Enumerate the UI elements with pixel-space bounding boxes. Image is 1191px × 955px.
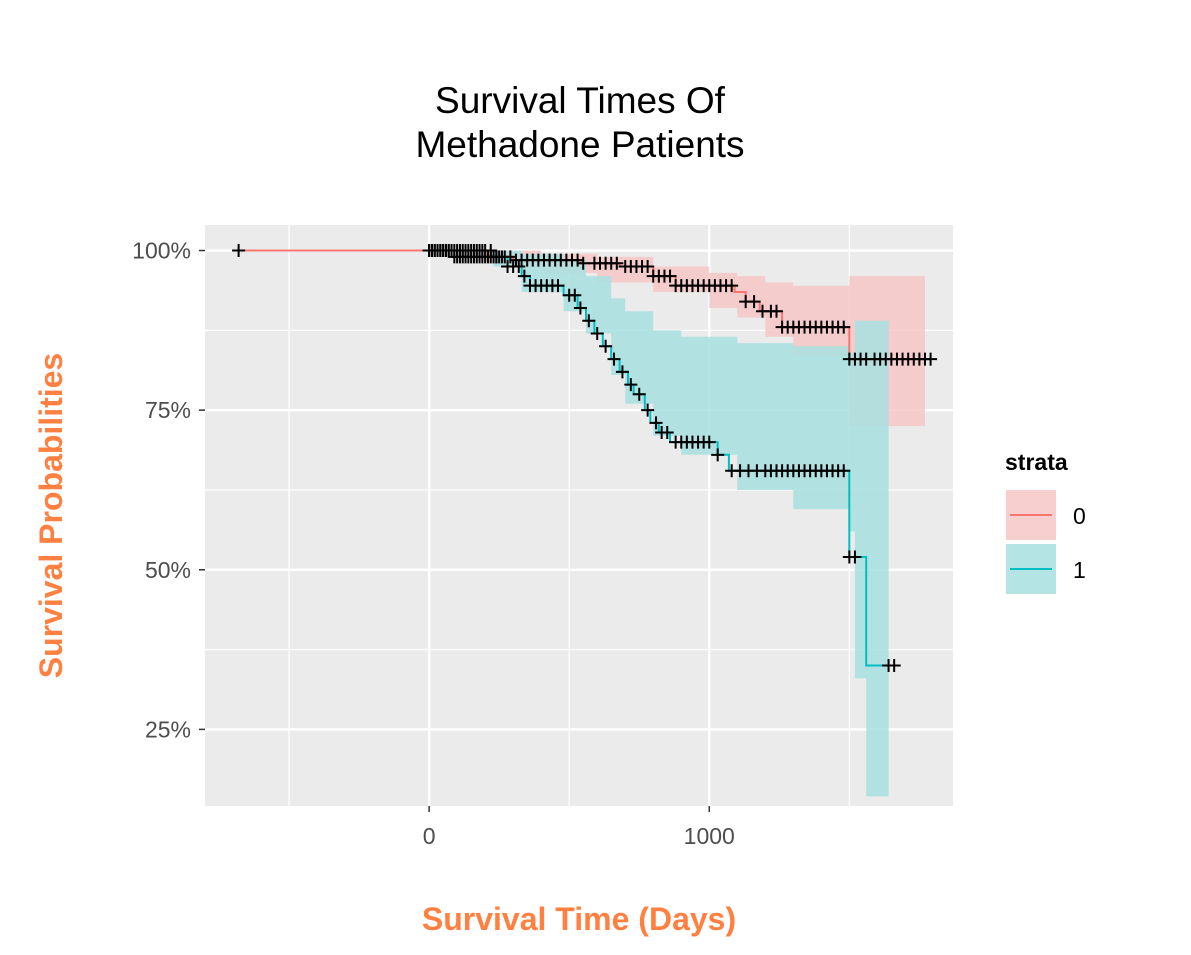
censor-mark <box>495 250 509 264</box>
censor-mark <box>517 269 531 283</box>
x-axis-title: Survival Time (Days) <box>422 901 736 937</box>
x-tick-label: 0 <box>423 823 436 849</box>
censor-mark <box>924 352 938 366</box>
band-strata-0 <box>238 250 926 427</box>
y-tick-label: 100% <box>132 238 191 264</box>
censor-mark <box>887 659 901 673</box>
axes: 0 1000 25% 50% 75% 100% <box>132 238 735 849</box>
censor-mark <box>632 387 646 401</box>
censor-mark <box>551 279 565 293</box>
x-tick-label: 1000 <box>684 823 735 849</box>
chart-title-line-2: Methadone Patients <box>415 124 745 165</box>
censor-mark <box>770 304 784 318</box>
censor-mark <box>702 435 716 449</box>
censor-mark <box>663 269 677 283</box>
censor-mark <box>649 416 663 430</box>
censor-mark <box>725 279 739 293</box>
censor-mark <box>576 256 590 270</box>
censor-mark <box>660 426 674 439</box>
censor-mark <box>848 550 862 564</box>
censor-mark <box>747 295 761 309</box>
censor-mark <box>484 244 498 258</box>
chart-title-line-1: Survival Times Of <box>435 80 725 121</box>
legend: strata 0 1 <box>1005 449 1086 594</box>
confidence-bands <box>238 250 926 797</box>
y-tick-label: 25% <box>145 716 191 742</box>
censor-mark <box>582 314 596 328</box>
band-strata-1 <box>429 250 889 797</box>
legend-title: strata <box>1005 449 1068 475</box>
censor-marks <box>232 244 938 673</box>
y-tick-label: 75% <box>145 397 191 423</box>
censor-mark <box>590 327 604 341</box>
censor-mark <box>573 301 587 315</box>
censor-mark <box>624 378 638 392</box>
y-axis-title: Survival Probabilities <box>33 353 69 678</box>
censor-mark <box>512 260 526 273</box>
censor-mark <box>607 352 621 366</box>
censor-mark <box>232 244 246 258</box>
censor-mark <box>599 339 613 353</box>
censor-mark <box>711 448 725 462</box>
y-tick-label: 50% <box>145 557 191 583</box>
censor-mark <box>837 320 851 334</box>
censor-mark <box>641 260 655 273</box>
censor-mark <box>571 253 585 267</box>
censor-mark <box>837 464 851 478</box>
censor-mark <box>615 365 629 379</box>
censor-mark <box>568 288 582 302</box>
legend-label-0: 0 <box>1073 503 1086 529</box>
censor-mark <box>610 256 624 270</box>
censor-mark <box>641 403 655 417</box>
legend-label-1: 1 <box>1073 557 1086 583</box>
